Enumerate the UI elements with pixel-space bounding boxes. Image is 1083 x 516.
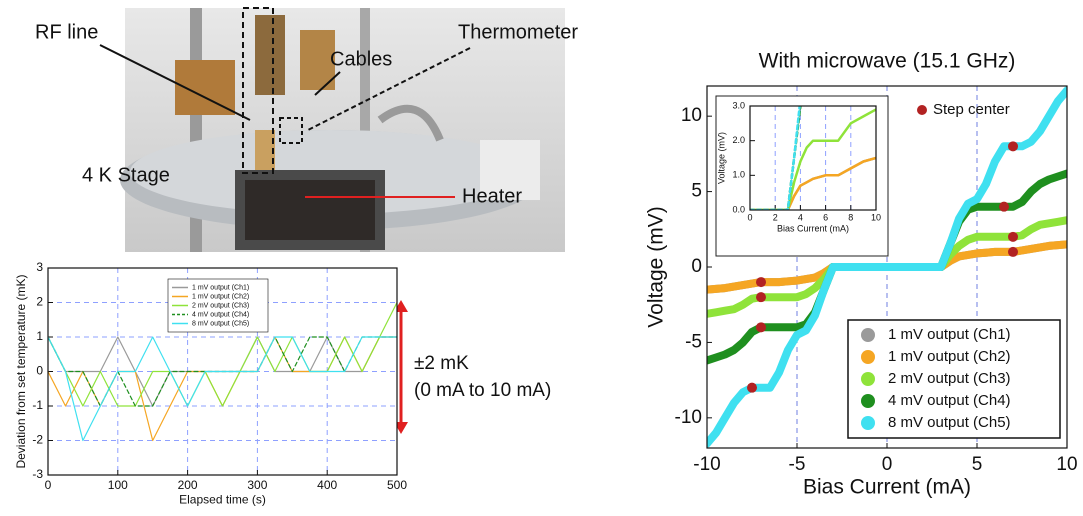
series-line — [48, 336, 397, 442]
legend-label: 1 mV output (Ch1) — [192, 284, 249, 291]
legend-marker — [861, 328, 875, 342]
x-tick-label: 8 — [848, 212, 853, 222]
annotation: ±2 mK — [414, 353, 469, 374]
y-tick-label: 5 — [691, 181, 702, 202]
legend-marker — [861, 350, 875, 364]
x-tick-label: 200 — [178, 478, 198, 492]
y-tick-label: 1 — [36, 329, 43, 343]
photo-label: Thermometer — [458, 21, 578, 43]
x-tick-label: 500 — [387, 478, 407, 492]
legend-label: 1 mV output (Ch2) — [192, 293, 249, 300]
chart: 0 2 4 6 8 10 0.0 1.0 2.0 3.0 Bias Current (mA) Volt… — [716, 100, 881, 233]
chart-title: With microwave (15.1 GHz) — [759, 50, 1016, 73]
x-tick-label: 400 — [317, 478, 337, 492]
step-center — [999, 201, 1009, 212]
y-tick-label: 3.0 — [732, 100, 745, 110]
photo-label: Heater — [462, 185, 522, 207]
y-tick-label: 2.0 — [732, 135, 745, 145]
y-tick-label: 3 — [36, 260, 43, 274]
y-tick-label: 0 — [36, 364, 43, 378]
y-tick-label: -5 — [685, 331, 702, 352]
legend: 1 mV output (Ch1) 1 mV output (Ch2) 2 mV o… — [167, 278, 269, 333]
step-center — [756, 322, 766, 333]
plot-frame — [47, 267, 398, 476]
legend-label: 2 mV output (Ch3) — [192, 302, 249, 309]
x-tick-label: 6 — [823, 212, 828, 222]
x-axis-label: Bias Current (mA) — [777, 223, 849, 233]
photo-label: RF line — [35, 21, 98, 43]
legend-label: 1 mV output (Ch2) — [888, 348, 1011, 365]
step-center — [1008, 231, 1018, 242]
y-tick-label: 1.0 — [732, 170, 745, 180]
y-tick-label: -3 — [32, 467, 43, 481]
plot-frame — [749, 105, 877, 211]
series-line — [707, 86, 1067, 448]
legend-label: 8 mV output (Ch5) — [192, 320, 249, 327]
plot-area — [750, 106, 876, 210]
y-axis-label: Voltage (mV) — [716, 132, 726, 184]
x-tick-label: -10 — [693, 454, 720, 475]
legend-label: 4 mV output (Ch4) — [888, 392, 1011, 409]
legend-marker — [861, 416, 875, 430]
legend-label: 1 mV output (Ch1) — [888, 326, 1011, 343]
legend-marker — [861, 394, 875, 408]
x-tick-label: 100 — [108, 478, 128, 492]
y-axis-label: Deviation from set temperature (mK) — [14, 274, 28, 468]
legend-label: 4 mV output (Ch4) — [192, 311, 249, 318]
x-axis-label: Elapsed time (s) — [179, 492, 266, 506]
step-center — [1008, 141, 1018, 152]
x-tick-label: 4 — [798, 212, 803, 222]
x-tick-label: 2 — [773, 212, 778, 222]
y-tick-label: 2 — [36, 295, 43, 309]
y-tick-label: -1 — [32, 398, 43, 412]
step-center — [747, 382, 757, 393]
y-tick-label: 10 — [681, 105, 702, 126]
x-tick-label: 0 — [45, 478, 52, 492]
x-axis-label: Bias Current (mA) — [803, 475, 971, 498]
series-line — [750, 156, 876, 210]
step-center — [756, 277, 766, 288]
legend-marker — [861, 372, 875, 386]
y-tick-label: 0 — [691, 256, 702, 277]
x-tick-label: -5 — [789, 454, 806, 475]
series-group — [48, 301, 397, 442]
legend-box — [847, 319, 1061, 439]
series-line — [750, 108, 876, 210]
x-tick-label: 10 — [1056, 454, 1077, 475]
legend-label: 2 mV output (Ch3) — [888, 370, 1011, 387]
step-center — [1008, 246, 1018, 257]
y-tick-label: 0.0 — [732, 204, 745, 214]
legend-marker — [917, 105, 927, 115]
x-tick-label: 10 — [871, 212, 881, 222]
step-center — [756, 292, 766, 303]
x-tick-label: 300 — [247, 478, 267, 492]
photo-label: Cables — [330, 48, 392, 70]
photo-label: 4 K Stage — [82, 164, 170, 186]
chart: 0 100 200 300 400 500 -3 -2 -1 0 1 2 3 Elapsed time (… — [14, 260, 407, 506]
y-tick-label: -2 — [32, 433, 43, 447]
x-tick-label: 0 — [747, 212, 752, 222]
legend-label: 8 mV output (Ch5) — [888, 414, 1011, 431]
series-line — [48, 301, 397, 407]
legend-label: Step center — [933, 101, 1010, 118]
photo — [99, 7, 565, 252]
legend: 1 mV output (Ch1) 1 mV output (Ch2) 2 mV o… — [847, 319, 1061, 439]
x-tick-label: 5 — [972, 454, 983, 475]
plot-frame — [706, 85, 1068, 449]
annotation: (0 mA to 10 mA) — [414, 380, 551, 401]
y-tick-label: -10 — [675, 407, 702, 428]
y-axis-label: Voltage (mV) — [645, 206, 668, 327]
series-group — [750, 106, 876, 210]
x-tick-label: 0 — [882, 454, 893, 475]
